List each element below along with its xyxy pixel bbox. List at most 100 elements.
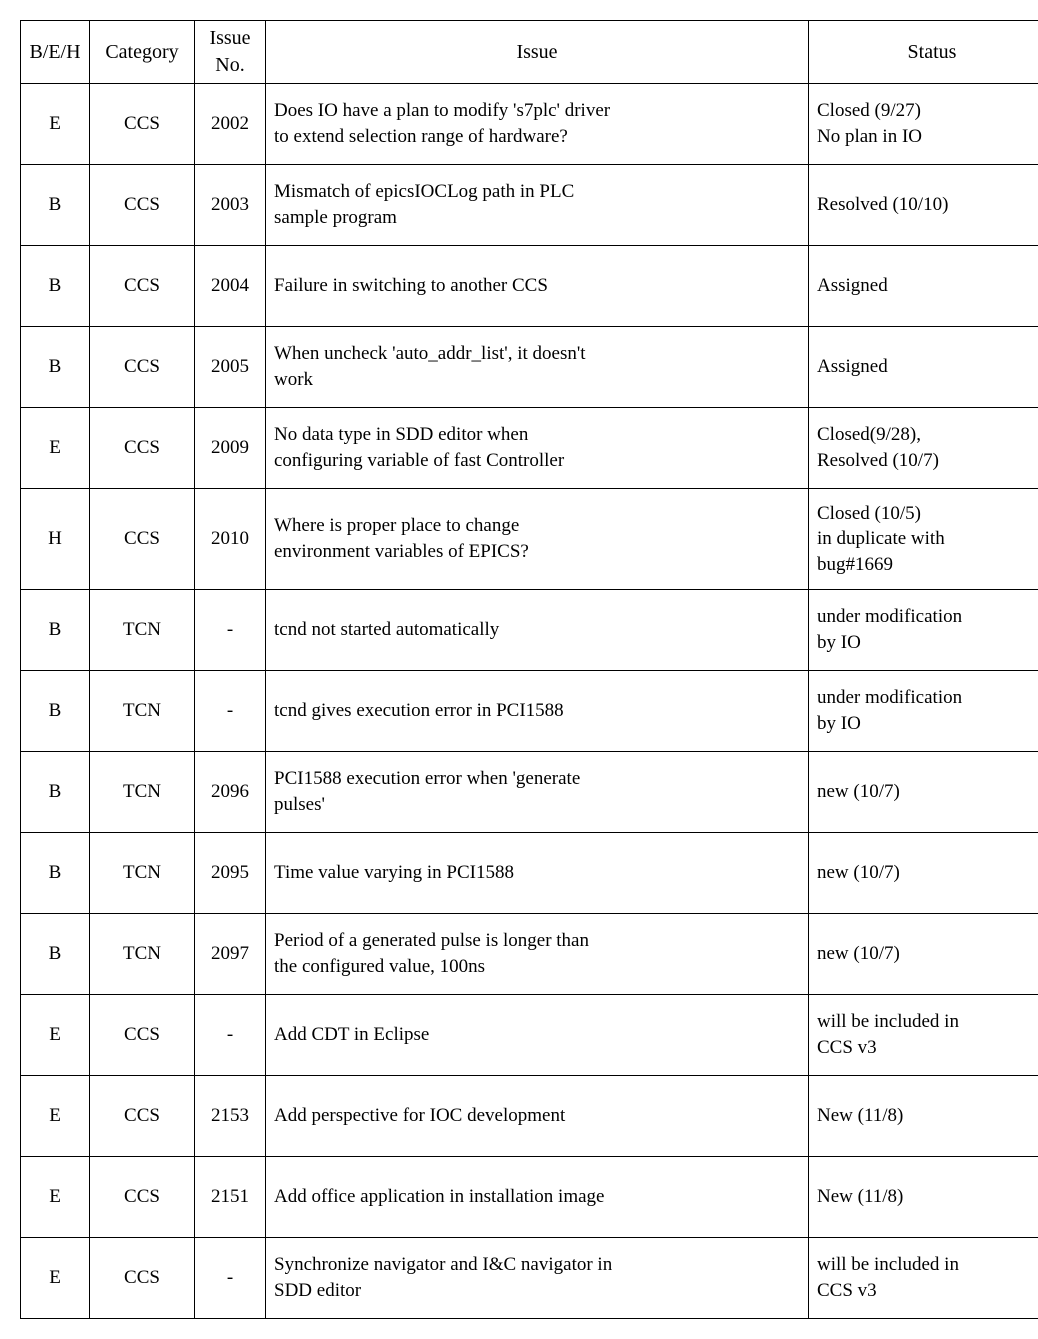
- table-row: BTCN-tcnd not started automaticallyunder…: [21, 590, 1038, 671]
- table-body: ECCS2002Does IO have a plan to modify 's…: [21, 84, 1038, 1319]
- cell-category-text: CCS: [90, 435, 194, 461]
- cell-issue: When uncheck 'auto_addr_list', it doesn'…: [266, 327, 809, 408]
- cell-issue-no: 2153: [195, 1076, 266, 1157]
- cell-category: CCS: [90, 1238, 195, 1319]
- table-row: BCCS2003 Mismatch of epicsIOCLog path in …: [21, 165, 1038, 246]
- table-row: BTCN2095Time value varying in PCI1588 new…: [21, 833, 1038, 914]
- cell-issue-no: 2010: [195, 489, 266, 590]
- cell-beh-text: E: [21, 435, 89, 461]
- cell-category: CCS: [90, 1076, 195, 1157]
- cell-issue-text: Mismatch of epicsIOCLog path in PLCsampl…: [274, 179, 800, 230]
- cell-issue-no: 2095: [195, 833, 266, 914]
- cell-issue-text: Failure in switching to another CCS: [274, 273, 800, 299]
- cell-beh: B: [21, 752, 90, 833]
- cell-category: TCN: [90, 671, 195, 752]
- cell-issue: Mismatch of epicsIOCLog path in PLCsampl…: [266, 165, 809, 246]
- cell-beh-text: H: [21, 526, 89, 552]
- cell-status-text: new (10/7): [817, 779, 1038, 805]
- table-row: ECCS2151Add office application in instal…: [21, 1157, 1038, 1238]
- cell-category-text: CCS: [90, 1022, 194, 1048]
- cell-category-text: CCS: [90, 354, 194, 380]
- cell-issue: Add CDT in Eclipse: [266, 995, 809, 1076]
- cell-category-text: CCS: [90, 526, 194, 552]
- cell-beh-text: B: [21, 192, 89, 218]
- cell-issue-no: 2009: [195, 408, 266, 489]
- cell-status-text: Resolved (10/10): [817, 192, 1038, 218]
- header-issue-no: IssueNo.: [195, 21, 266, 84]
- table-row: BTCN-tcnd gives execution error in PCI15…: [21, 671, 1038, 752]
- cell-issue-text: No data type in SDD editor whenconfiguri…: [274, 422, 800, 473]
- cell-issue: No data type in SDD editor whenconfiguri…: [266, 408, 809, 489]
- cell-beh-text: B: [21, 779, 89, 805]
- cell-status: Closed (9/27)No plan in IO: [809, 84, 1038, 165]
- header-beh: B/E/H: [21, 21, 90, 84]
- cell-status: new (10/7): [809, 914, 1038, 995]
- cell-category: CCS: [90, 84, 195, 165]
- cell-status-text: under modificationby IO: [817, 685, 1038, 736]
- cell-category-text: CCS: [90, 1103, 194, 1129]
- cell-issue: PCI1588 execution error when 'generatepu…: [266, 752, 809, 833]
- cell-category: CCS: [90, 165, 195, 246]
- cell-beh: B: [21, 671, 90, 752]
- cell-issue-no-text: -: [195, 1265, 265, 1291]
- cell-status-text: Closed(9/28),Resolved (10/7): [817, 422, 1038, 473]
- cell-issue-no: 2002: [195, 84, 266, 165]
- header-issue-no-text: IssueNo.: [195, 25, 265, 79]
- table-row: BTCN2096PCI1588 execution error when 'ge…: [21, 752, 1038, 833]
- table-row: ECCS2009No data type in SDD editor whenc…: [21, 408, 1038, 489]
- table-row: ECCS2002Does IO have a plan to modify 's…: [21, 84, 1038, 165]
- cell-issue-text: When uncheck 'auto_addr_list', it doesn'…: [274, 341, 800, 392]
- cell-status: Assigned: [809, 327, 1038, 408]
- cell-issue: Add office application in installation i…: [266, 1157, 809, 1238]
- cell-issue-no: 2096: [195, 752, 266, 833]
- cell-issue-no: 2003: [195, 165, 266, 246]
- cell-issue-text: Synchronize navigator and I&C navigator …: [274, 1252, 800, 1303]
- cell-category-text: CCS: [90, 1184, 194, 1210]
- cell-category-text: TCN: [90, 779, 194, 805]
- cell-issue-text: Period of a generated pulse is longer th…: [274, 928, 800, 979]
- issues-table: B/E/H Category IssueNo. Issue Status ECC…: [20, 20, 1038, 1319]
- cell-status: Closed (10/5)in duplicate withbug#1669: [809, 489, 1038, 590]
- cell-category-text: CCS: [90, 111, 194, 137]
- cell-issue-text: Does IO have a plan to modify 's7plc' dr…: [274, 98, 800, 149]
- cell-category: CCS: [90, 327, 195, 408]
- cell-status: new (10/7): [809, 833, 1038, 914]
- cell-category: TCN: [90, 752, 195, 833]
- cell-issue-no-text: 2097: [195, 941, 265, 967]
- cell-status-text: Closed (10/5)in duplicate withbug#1669: [817, 501, 1038, 578]
- cell-beh-text: E: [21, 1184, 89, 1210]
- cell-category: CCS: [90, 1157, 195, 1238]
- cell-category: TCN: [90, 590, 195, 671]
- cell-issue-text: Where is proper place to changeenvironme…: [274, 513, 800, 564]
- cell-beh: H: [21, 489, 90, 590]
- cell-issue-no: -: [195, 995, 266, 1076]
- cell-status: Resolved (10/10): [809, 165, 1038, 246]
- cell-status-text: new (10/7): [817, 860, 1038, 886]
- cell-category-text: TCN: [90, 941, 194, 967]
- cell-status: Closed(9/28),Resolved (10/7): [809, 408, 1038, 489]
- cell-beh: B: [21, 327, 90, 408]
- cell-beh-text: B: [21, 273, 89, 299]
- cell-issue-no: 2004: [195, 246, 266, 327]
- cell-beh-text: E: [21, 1265, 89, 1291]
- table-row: ECCS-Add CDT in Eclipsewill be included …: [21, 995, 1038, 1076]
- cell-issue-no: 2151: [195, 1157, 266, 1238]
- cell-issue: Period of a generated pulse is longer th…: [266, 914, 809, 995]
- table-row: BCCS2005When uncheck 'auto_addr_list', i…: [21, 327, 1038, 408]
- cell-beh: E: [21, 1238, 90, 1319]
- cell-beh-text: B: [21, 860, 89, 886]
- cell-category-text: TCN: [90, 698, 194, 724]
- cell-category: TCN: [90, 833, 195, 914]
- cell-status-text: new (10/7): [817, 941, 1038, 967]
- cell-category-text: CCS: [90, 192, 194, 218]
- cell-issue-no: -: [195, 671, 266, 752]
- cell-status: Assigned: [809, 246, 1038, 327]
- table-row: BCCS2004Failure in switching to another …: [21, 246, 1038, 327]
- cell-status: New (11/8): [809, 1157, 1038, 1238]
- cell-issue: Time value varying in PCI1588: [266, 833, 809, 914]
- cell-issue-no: -: [195, 590, 266, 671]
- cell-issue-no-text: 2003: [195, 192, 265, 218]
- cell-issue: tcnd not started automatically: [266, 590, 809, 671]
- cell-beh-text: B: [21, 941, 89, 967]
- cell-beh-text: E: [21, 111, 89, 137]
